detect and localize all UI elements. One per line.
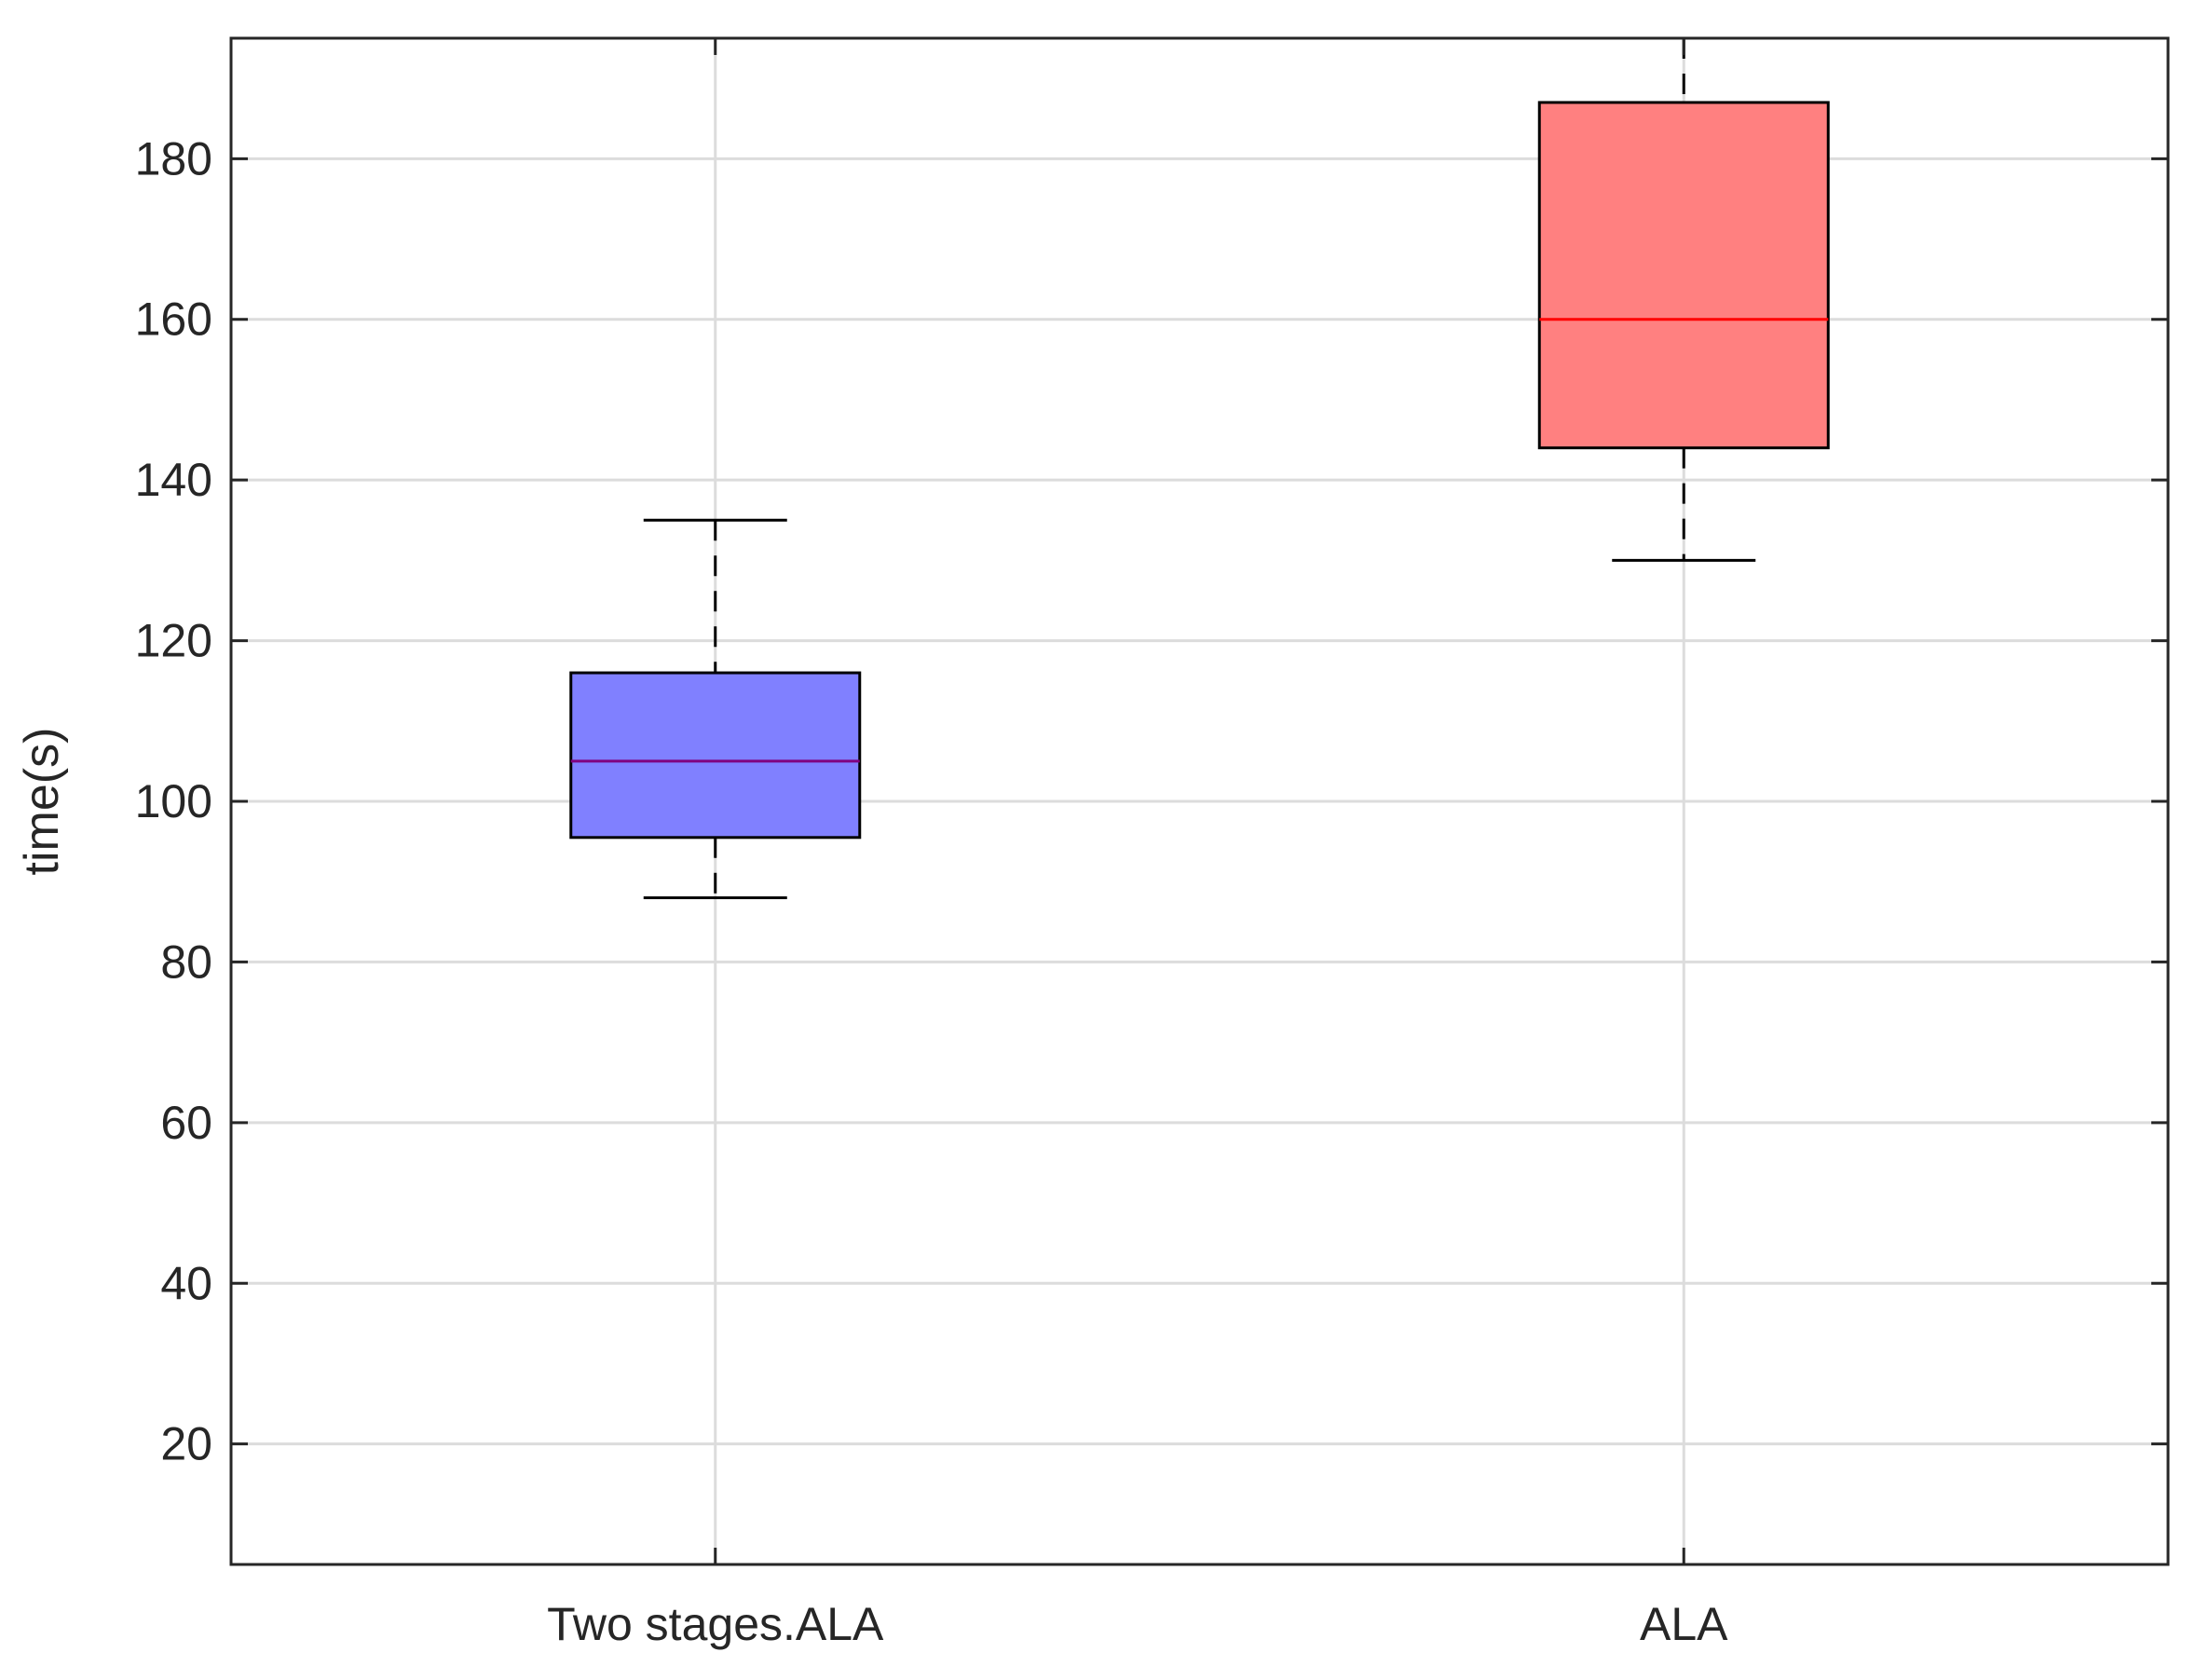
y-tick-label: 120: [135, 615, 212, 667]
tick-labels: 20 40 60 80 100 120 140 160 180 Two stages.ALA ALA: [135, 132, 1729, 1650]
y-tick-label: 80: [160, 936, 212, 988]
y-tick-label: 180: [135, 132, 212, 184]
boxes: [569, 36, 1830, 899]
y-tick-label: 100: [135, 775, 212, 827]
y-axis-label: time(s): [15, 728, 69, 876]
y-tick-label: 60: [160, 1097, 212, 1149]
x-tick-label: Two stages.ALA: [547, 1598, 884, 1650]
box-iqr: [569, 671, 862, 840]
box-iqr: [1537, 101, 1830, 450]
x-tick-label: ALA: [1640, 1598, 1728, 1650]
y-tick-label: 160: [135, 294, 212, 346]
axis-ticks: [231, 38, 2168, 1564]
y-tick-label: 40: [160, 1257, 212, 1309]
y-tick-label: 20: [160, 1418, 212, 1470]
y-tick-label: 140: [135, 454, 212, 506]
